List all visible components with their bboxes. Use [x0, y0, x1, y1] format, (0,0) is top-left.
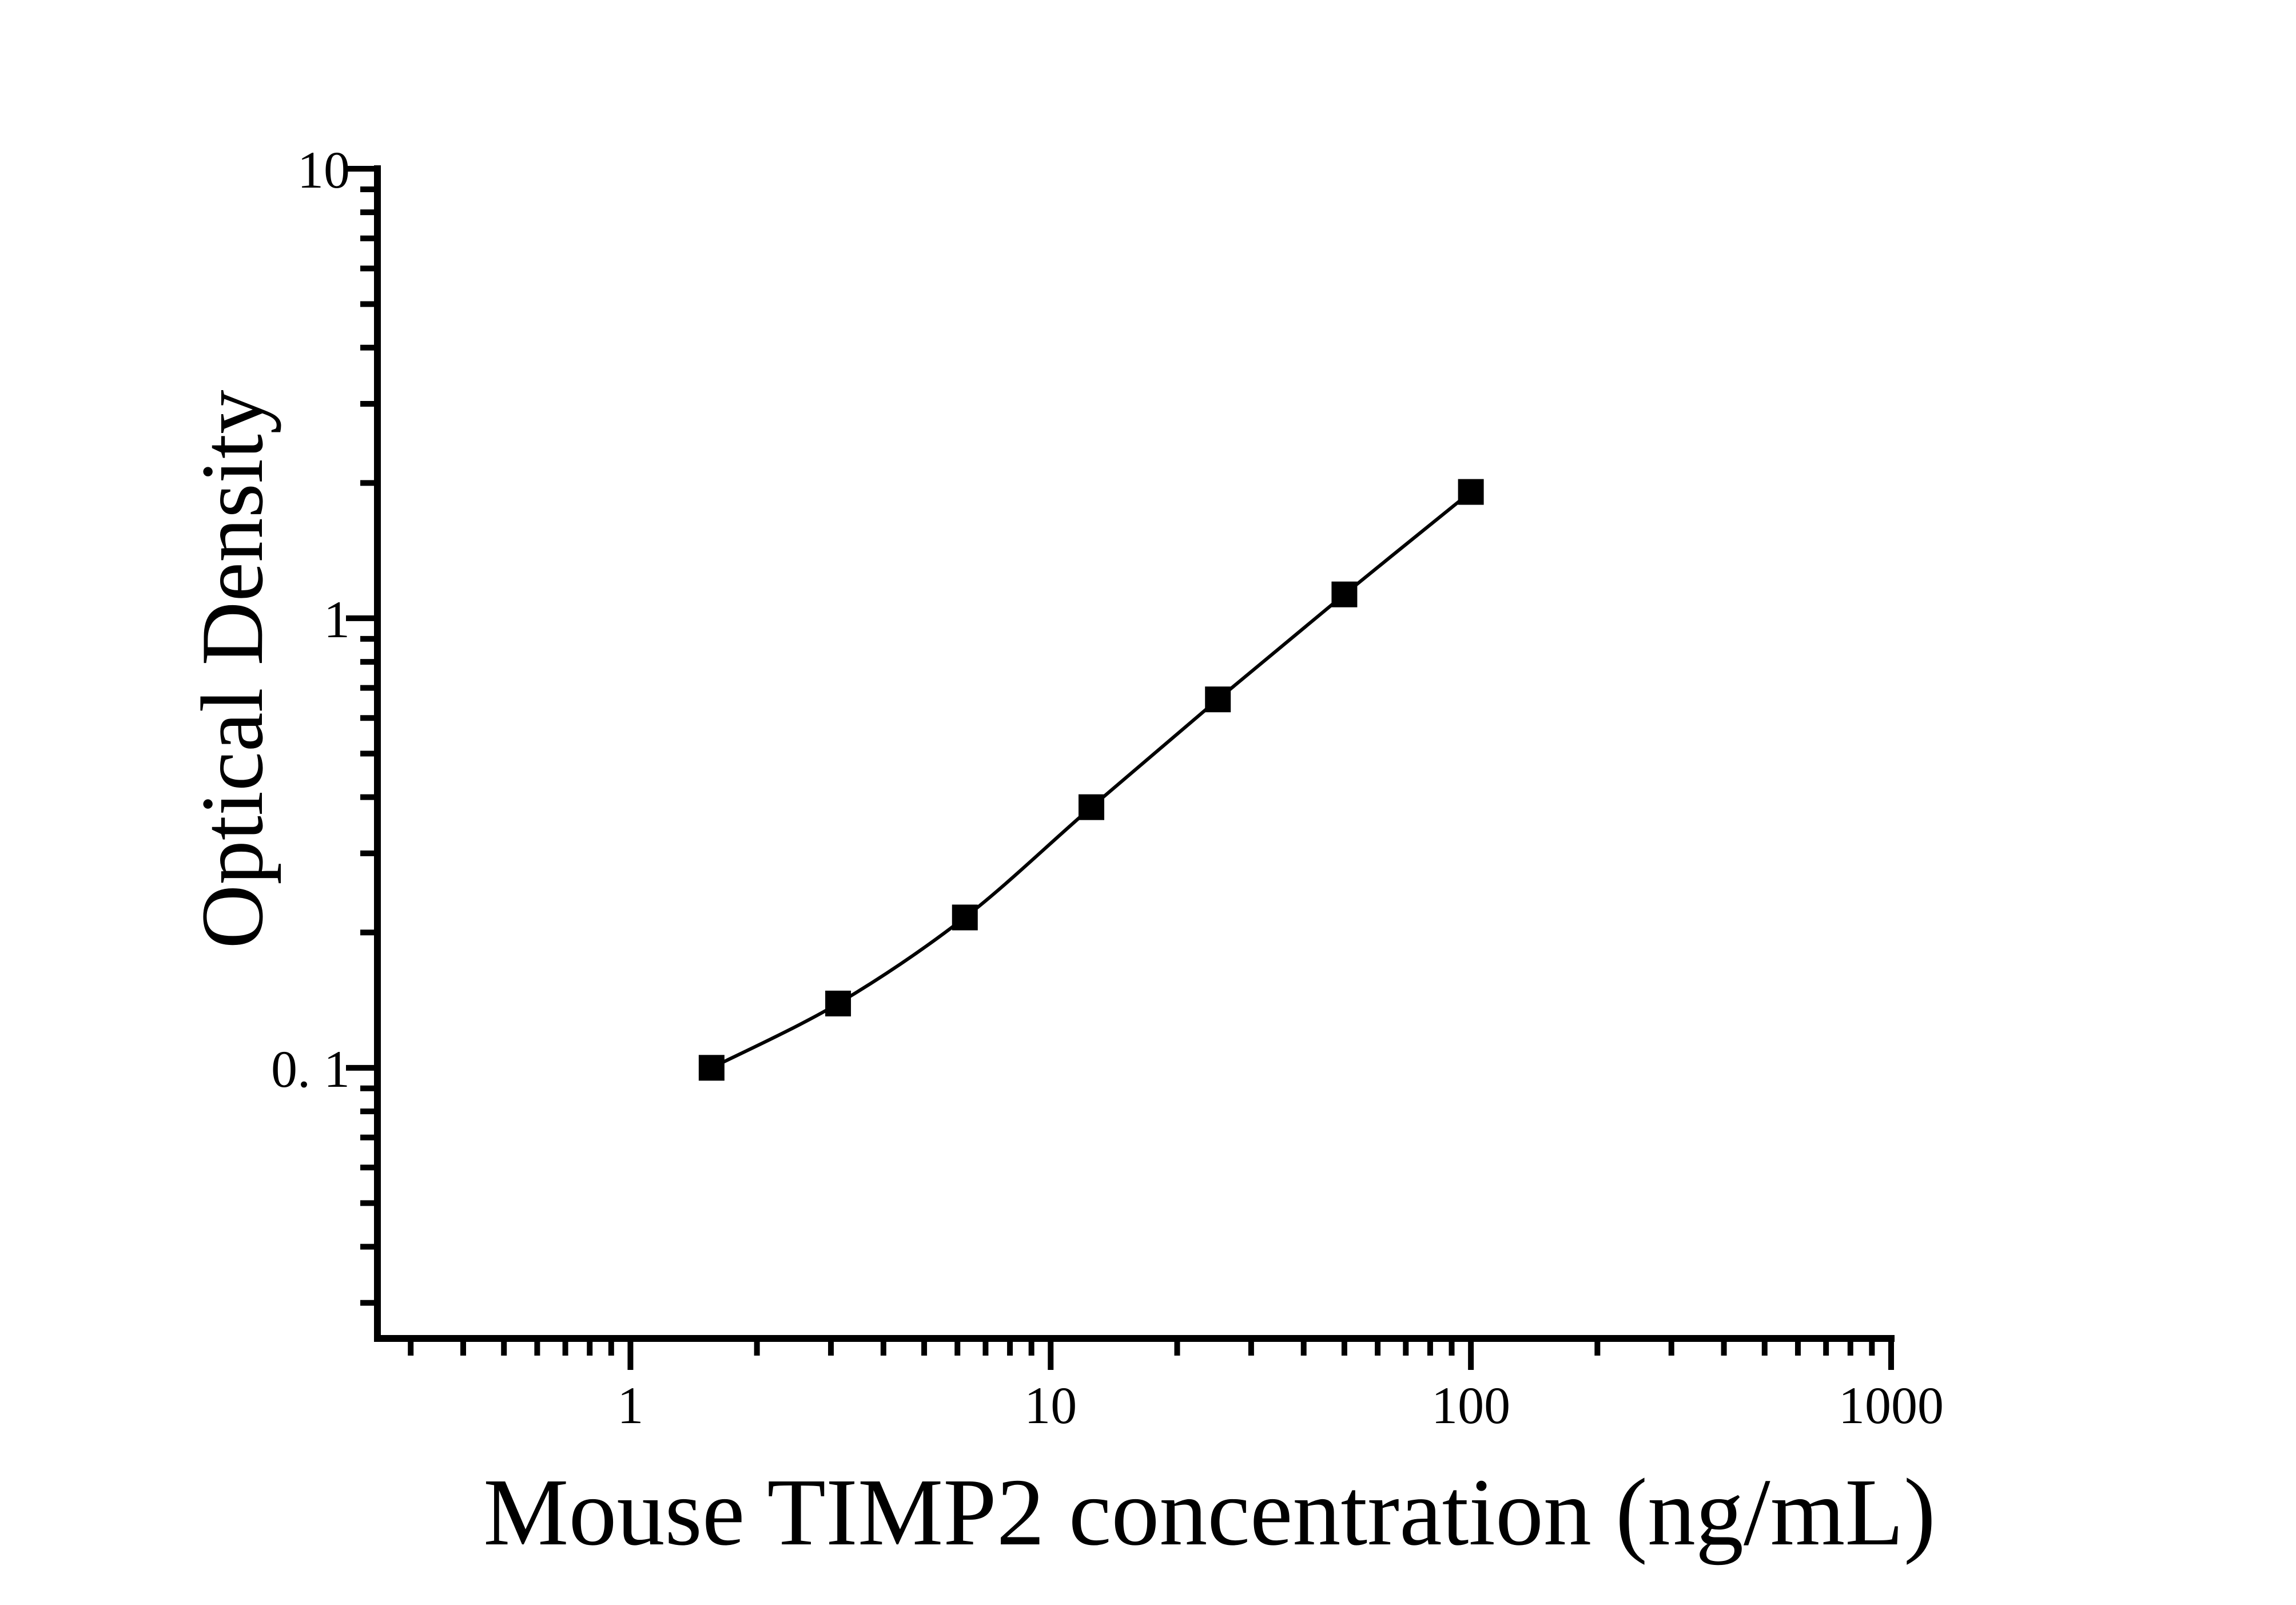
- y-axis-tick-label: 0. 1: [271, 1040, 350, 1098]
- data-point-marker: [698, 1055, 725, 1081]
- ticks-layer: [346, 166, 1894, 1370]
- x-axis-tick-label: 10: [1024, 1376, 1077, 1435]
- x-axis-tick-label: 100: [1431, 1376, 1510, 1435]
- data-point-marker: [952, 904, 978, 931]
- data-point-marker: [825, 990, 851, 1016]
- standard-curve-line: [710, 490, 1472, 1070]
- series-layer: [698, 479, 1484, 1081]
- data-point-marker: [1079, 794, 1105, 820]
- data-point-marker: [1331, 581, 1358, 607]
- tick-labels-layer: 1 10 100 1000 0. 1 1 10: [271, 141, 1944, 1435]
- data-point-marker: [1205, 686, 1231, 713]
- x-axis-tick-label: 1000: [1839, 1376, 1944, 1435]
- axes-layer: [374, 165, 1895, 1342]
- y-axis-title: Optical Density: [183, 390, 281, 948]
- plot-area: 1 10 100 1000 0. 1 1 10: [271, 141, 1944, 1435]
- y-axis-tick-label: 1: [324, 590, 350, 649]
- x-axis-title: Mouse TIMP2 concentration (ng/mL): [483, 1459, 1936, 1566]
- y-axis-tick-label: 10: [297, 141, 350, 199]
- x-axis-tick-label: 1: [617, 1376, 643, 1435]
- data-point-marker: [1458, 479, 1484, 505]
